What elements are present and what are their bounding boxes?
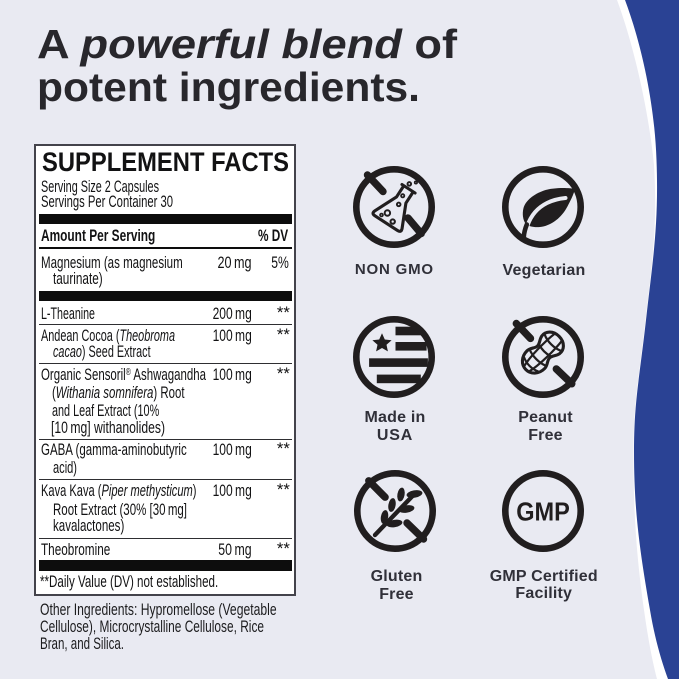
svg-text:GMP: GMP [516,496,570,526]
